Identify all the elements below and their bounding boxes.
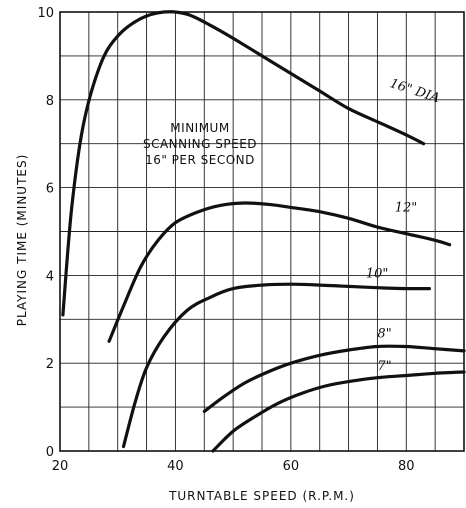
series-label-1: 12": [395, 201, 418, 216]
series-label-2: 10": [366, 267, 389, 282]
x-tick-label: 40: [167, 459, 184, 474]
series-label-0: 16" DIA: [388, 76, 442, 106]
x-tick-label: 80: [398, 459, 415, 474]
x-axis-label: TURNTABLE SPEED (R.P.M.): [168, 489, 355, 503]
curves: [61, 10, 466, 453]
grid: [60, 12, 464, 451]
series-line-0: [61, 10, 426, 317]
series-line-1: [107, 201, 452, 343]
series-label-3: 8": [377, 327, 391, 342]
y-tick-label: 10: [37, 6, 54, 21]
series-line-4: [211, 370, 466, 453]
x-tick-label: 60: [283, 459, 300, 474]
y-tick-label: 2: [46, 357, 54, 372]
series-line-2: [121, 282, 431, 449]
x-tick-label: 20: [52, 459, 69, 474]
annotation-line-3: 16" PER SECOND: [145, 153, 255, 167]
tick-labels: 20 40 60 80 0 2 4 6 8 10: [37, 6, 414, 474]
y-tick-label: 4: [46, 269, 54, 284]
y-tick-label: 8: [46, 94, 54, 109]
plot-frame: [59, 11, 465, 452]
y-axis-label: PLAYING TIME (MINUTES): [15, 154, 29, 327]
y-tick-label: 6: [46, 182, 54, 197]
y-tick-label: 0: [46, 445, 54, 460]
annotation-line-2: SCANNING SPEED: [143, 137, 257, 151]
series-line-3: [202, 344, 466, 414]
series-label-4: 7": [377, 359, 391, 374]
annotation-line-1: MINIMUM: [170, 121, 229, 135]
